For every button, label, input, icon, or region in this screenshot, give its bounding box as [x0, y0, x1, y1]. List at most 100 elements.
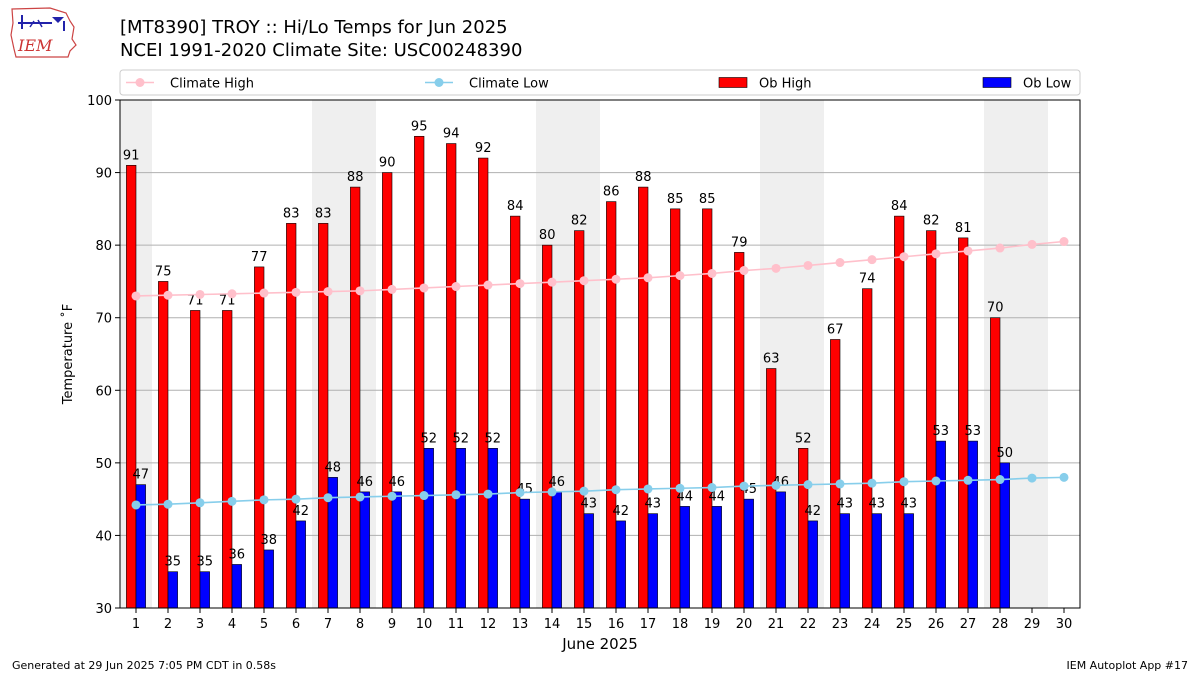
ob-high-bar	[446, 143, 457, 609]
ob-low-bar	[967, 440, 978, 609]
ob-high-bar	[606, 201, 617, 609]
climate-low-point	[131, 500, 141, 510]
chart-subtitle: NCEI 1991-2020 Climate Site: USC00248390	[120, 40, 523, 61]
climate-low-legend-label: Climate Low	[469, 77, 549, 92]
legend-box	[119, 69, 1081, 96]
ob-high-label: 92	[475, 141, 492, 156]
ob-low-bar	[743, 498, 754, 609]
x-tick-label: 17	[640, 617, 657, 632]
ob-low-label: 43	[645, 497, 662, 512]
ob-high-label: 90	[379, 156, 396, 171]
climate-low-point	[675, 483, 685, 493]
ob-low-label: 36	[229, 547, 246, 562]
ob-high-bar	[734, 252, 745, 609]
ob-low-bar	[999, 462, 1010, 609]
ob-high-bar	[894, 215, 905, 609]
climate-high-point	[195, 289, 205, 299]
climate-high-point	[131, 291, 141, 301]
ob-high-bar	[542, 244, 553, 609]
climate-low-line	[135, 476, 1065, 506]
ob-low-bar	[583, 513, 594, 609]
ob-high-bar	[830, 339, 841, 609]
climate-low-point	[355, 492, 365, 502]
ob-high-bar	[478, 157, 489, 609]
y-tick-label: 100	[87, 94, 112, 109]
x-tick-label: 20	[736, 617, 753, 632]
ob-low-label: 44	[677, 489, 694, 504]
climate-high-point	[867, 255, 877, 265]
ob-high-bar	[382, 172, 393, 609]
ob-high-bar	[254, 266, 265, 609]
climate-high-point	[707, 268, 717, 278]
climate-high-point	[291, 287, 301, 297]
ob-high-bar	[286, 223, 297, 609]
y-tick-label: 60	[95, 384, 112, 399]
ob-low-label: 43	[837, 497, 854, 512]
ob-low-label: 52	[421, 431, 438, 446]
climate-high-point	[1059, 237, 1069, 247]
climate-low-point	[707, 483, 717, 493]
ob-low-label: 35	[197, 555, 214, 570]
y-axis-label: Temperature ˚F	[60, 304, 76, 405]
ob-low-label: 42	[805, 504, 822, 519]
chart-title: [MT8390] TROY :: Hi/Lo Temps for Jun 202…	[120, 17, 508, 38]
climate-low-point	[547, 487, 557, 497]
ob-high-bar	[574, 230, 585, 609]
x-tick-label: 2	[164, 617, 172, 632]
ob-high-label: 81	[955, 221, 972, 236]
ob-high-label: 52	[795, 431, 812, 446]
x-tick-label: 14	[544, 617, 561, 632]
x-tick-label: 24	[864, 617, 881, 632]
svg-text:IEM: IEM	[17, 36, 53, 55]
climate-high-point	[611, 274, 621, 284]
climate-low-point	[579, 486, 589, 496]
x-tick-label: 15	[576, 617, 593, 632]
ob-high-bar	[926, 230, 937, 609]
ob-high-bar	[510, 215, 521, 609]
y-tick-label: 40	[95, 529, 112, 544]
ob-low-label: 53	[965, 424, 982, 439]
climate-low-point	[771, 480, 781, 490]
climate-high-legend-marker	[135, 78, 145, 87]
ob-high-label: 82	[571, 214, 588, 229]
x-tick-label: 6	[292, 617, 300, 632]
plot-frame	[119, 99, 1081, 609]
ob-high-label: 77	[251, 250, 268, 265]
ob-high-label: 82	[923, 214, 940, 229]
climate-high-point	[643, 273, 653, 283]
climate-high-point	[419, 283, 429, 293]
climate-low-point	[483, 489, 493, 499]
ob-high-label: 84	[891, 199, 908, 214]
ob-low-legend-swatch	[982, 77, 1012, 88]
ob-low-bar	[359, 491, 370, 609]
x-tick-label: 26	[928, 617, 945, 632]
climate-high-point	[931, 249, 941, 259]
ob-low-label: 48	[325, 460, 342, 475]
climate-low-point	[419, 491, 429, 501]
x-axis-label: June 2025	[561, 635, 638, 653]
ob-high-label: 83	[315, 206, 332, 221]
x-tick-label: 29	[1024, 617, 1041, 632]
x-tick-label: 16	[608, 617, 625, 632]
ob-low-bar	[935, 440, 946, 609]
x-tick-label: 3	[196, 617, 204, 632]
climate-low-point	[451, 490, 461, 500]
ob-high-bar	[702, 208, 713, 609]
climate-high-point	[675, 271, 685, 281]
climate-high-point	[227, 289, 237, 299]
x-tick-label: 11	[448, 617, 465, 632]
ob-low-label: 46	[389, 475, 406, 490]
ob-high-legend-swatch	[718, 77, 748, 88]
ob-low-label: 38	[261, 533, 278, 548]
ob-high-bar	[126, 165, 137, 609]
ob-high-label: 85	[699, 192, 716, 207]
x-tick-label: 8	[356, 617, 364, 632]
climate-high-point	[355, 286, 365, 296]
ob-low-label: 46	[549, 475, 566, 490]
x-tick-label: 12	[480, 617, 497, 632]
ob-low-label: 50	[997, 446, 1014, 461]
climate-high-point	[259, 288, 269, 298]
x-tick-label: 27	[960, 617, 977, 632]
ob-low-bar	[391, 491, 402, 609]
